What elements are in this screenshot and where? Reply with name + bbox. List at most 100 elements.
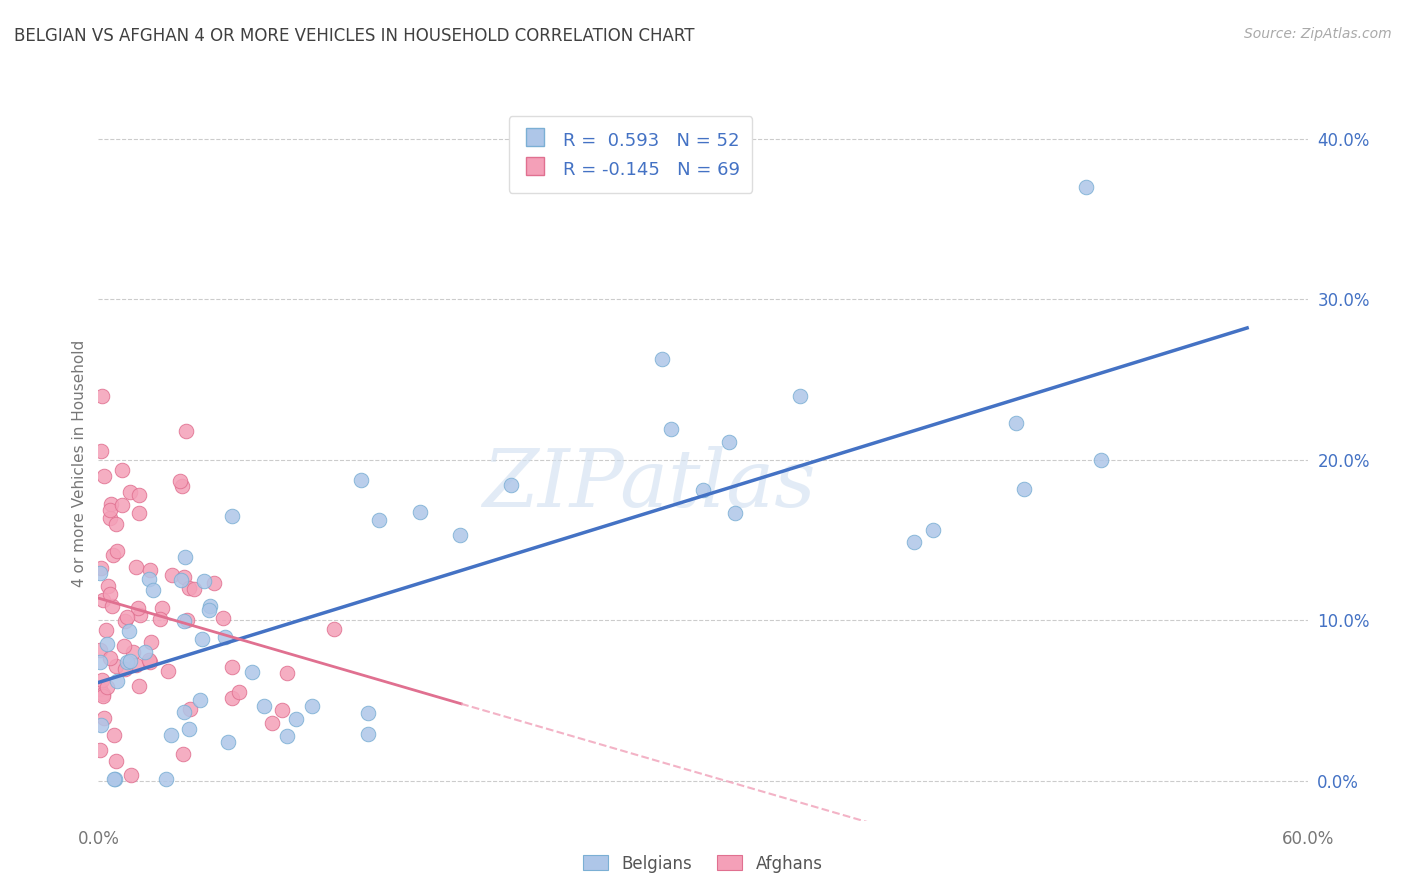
Point	[97, 579, 120, 593]
Point	[129, 607, 152, 622]
Point	[138, 572, 160, 586]
Point	[160, 728, 183, 742]
Point	[202, 575, 225, 590]
Point	[101, 548, 124, 562]
Point	[173, 614, 195, 628]
Point	[104, 517, 127, 532]
Point	[103, 772, 125, 786]
Point	[91, 690, 114, 704]
Point	[221, 690, 243, 705]
Legend: R =  0.593   N = 52, R = -0.145   N = 69: R = 0.593 N = 52, R = -0.145 N = 69	[509, 116, 752, 193]
Point	[271, 703, 294, 717]
Point	[89, 566, 111, 580]
Point	[284, 712, 307, 726]
Point	[169, 475, 191, 489]
Point	[115, 655, 138, 669]
Point	[162, 567, 184, 582]
Point	[139, 655, 162, 669]
Point	[120, 654, 142, 668]
Point	[139, 563, 162, 577]
Point	[659, 422, 682, 436]
Point	[179, 581, 201, 595]
Point	[191, 632, 214, 646]
Point	[692, 483, 714, 497]
Point	[121, 645, 143, 659]
Point	[118, 484, 141, 499]
Point	[176, 424, 198, 438]
Point	[104, 772, 127, 786]
Point	[98, 651, 121, 665]
Point	[89, 642, 111, 657]
Text: BELGIAN VS AFGHAN 4 OR MORE VEHICLES IN HOUSEHOLD CORRELATION CHART: BELGIAN VS AFGHAN 4 OR MORE VEHICLES IN …	[14, 27, 695, 45]
Point	[128, 506, 150, 520]
Point	[142, 583, 165, 598]
Point	[139, 635, 162, 649]
Point	[322, 622, 344, 636]
Point	[125, 658, 148, 673]
Point	[96, 680, 118, 694]
Point	[1074, 180, 1097, 194]
Point	[409, 505, 432, 519]
Point	[903, 535, 925, 549]
Point	[1004, 416, 1026, 430]
Point	[111, 498, 134, 512]
Point	[134, 645, 156, 659]
Point	[125, 560, 148, 574]
Point	[276, 729, 298, 743]
Point	[105, 544, 128, 558]
Point	[138, 653, 160, 667]
Y-axis label: 4 or more Vehicles in Household: 4 or more Vehicles in Household	[72, 340, 87, 588]
Point	[1012, 483, 1035, 497]
Point	[240, 665, 263, 680]
Text: Source: ZipAtlas.com: Source: ZipAtlas.com	[1244, 27, 1392, 41]
Point	[651, 352, 673, 367]
Point	[93, 687, 115, 701]
Point	[105, 674, 128, 689]
Point	[357, 727, 380, 741]
Point	[93, 593, 115, 607]
Point	[173, 706, 195, 720]
Point	[170, 573, 193, 587]
Point	[170, 478, 193, 492]
Point	[91, 673, 114, 687]
Point	[198, 599, 221, 613]
Point	[228, 684, 250, 698]
Point	[98, 586, 121, 600]
Point	[104, 754, 127, 768]
Point	[93, 711, 115, 725]
Point	[120, 768, 142, 782]
Point	[100, 511, 122, 525]
Point	[367, 513, 389, 527]
Point	[89, 655, 111, 669]
Point	[179, 722, 201, 736]
Point	[179, 702, 201, 716]
Point	[96, 624, 118, 638]
Point	[212, 610, 235, 624]
Point	[100, 497, 122, 511]
Point	[90, 444, 112, 458]
Point	[188, 693, 211, 707]
Point	[349, 474, 371, 488]
Point	[114, 615, 136, 629]
Point	[276, 665, 298, 680]
Point	[176, 613, 198, 627]
Point	[93, 468, 115, 483]
Point	[193, 574, 215, 589]
Point	[301, 698, 323, 713]
Legend: Belgians, Afghans: Belgians, Afghans	[576, 848, 830, 880]
Point	[214, 630, 236, 644]
Point	[356, 706, 378, 720]
Point	[221, 509, 243, 524]
Point	[111, 462, 134, 476]
Point	[149, 612, 172, 626]
Point	[91, 389, 114, 403]
Point	[173, 570, 195, 584]
Point	[499, 477, 522, 491]
Point	[89, 681, 111, 696]
Point	[112, 639, 135, 653]
Point	[100, 503, 122, 517]
Point	[150, 601, 173, 615]
Point	[89, 743, 111, 757]
Point	[128, 680, 150, 694]
Point	[118, 624, 141, 638]
